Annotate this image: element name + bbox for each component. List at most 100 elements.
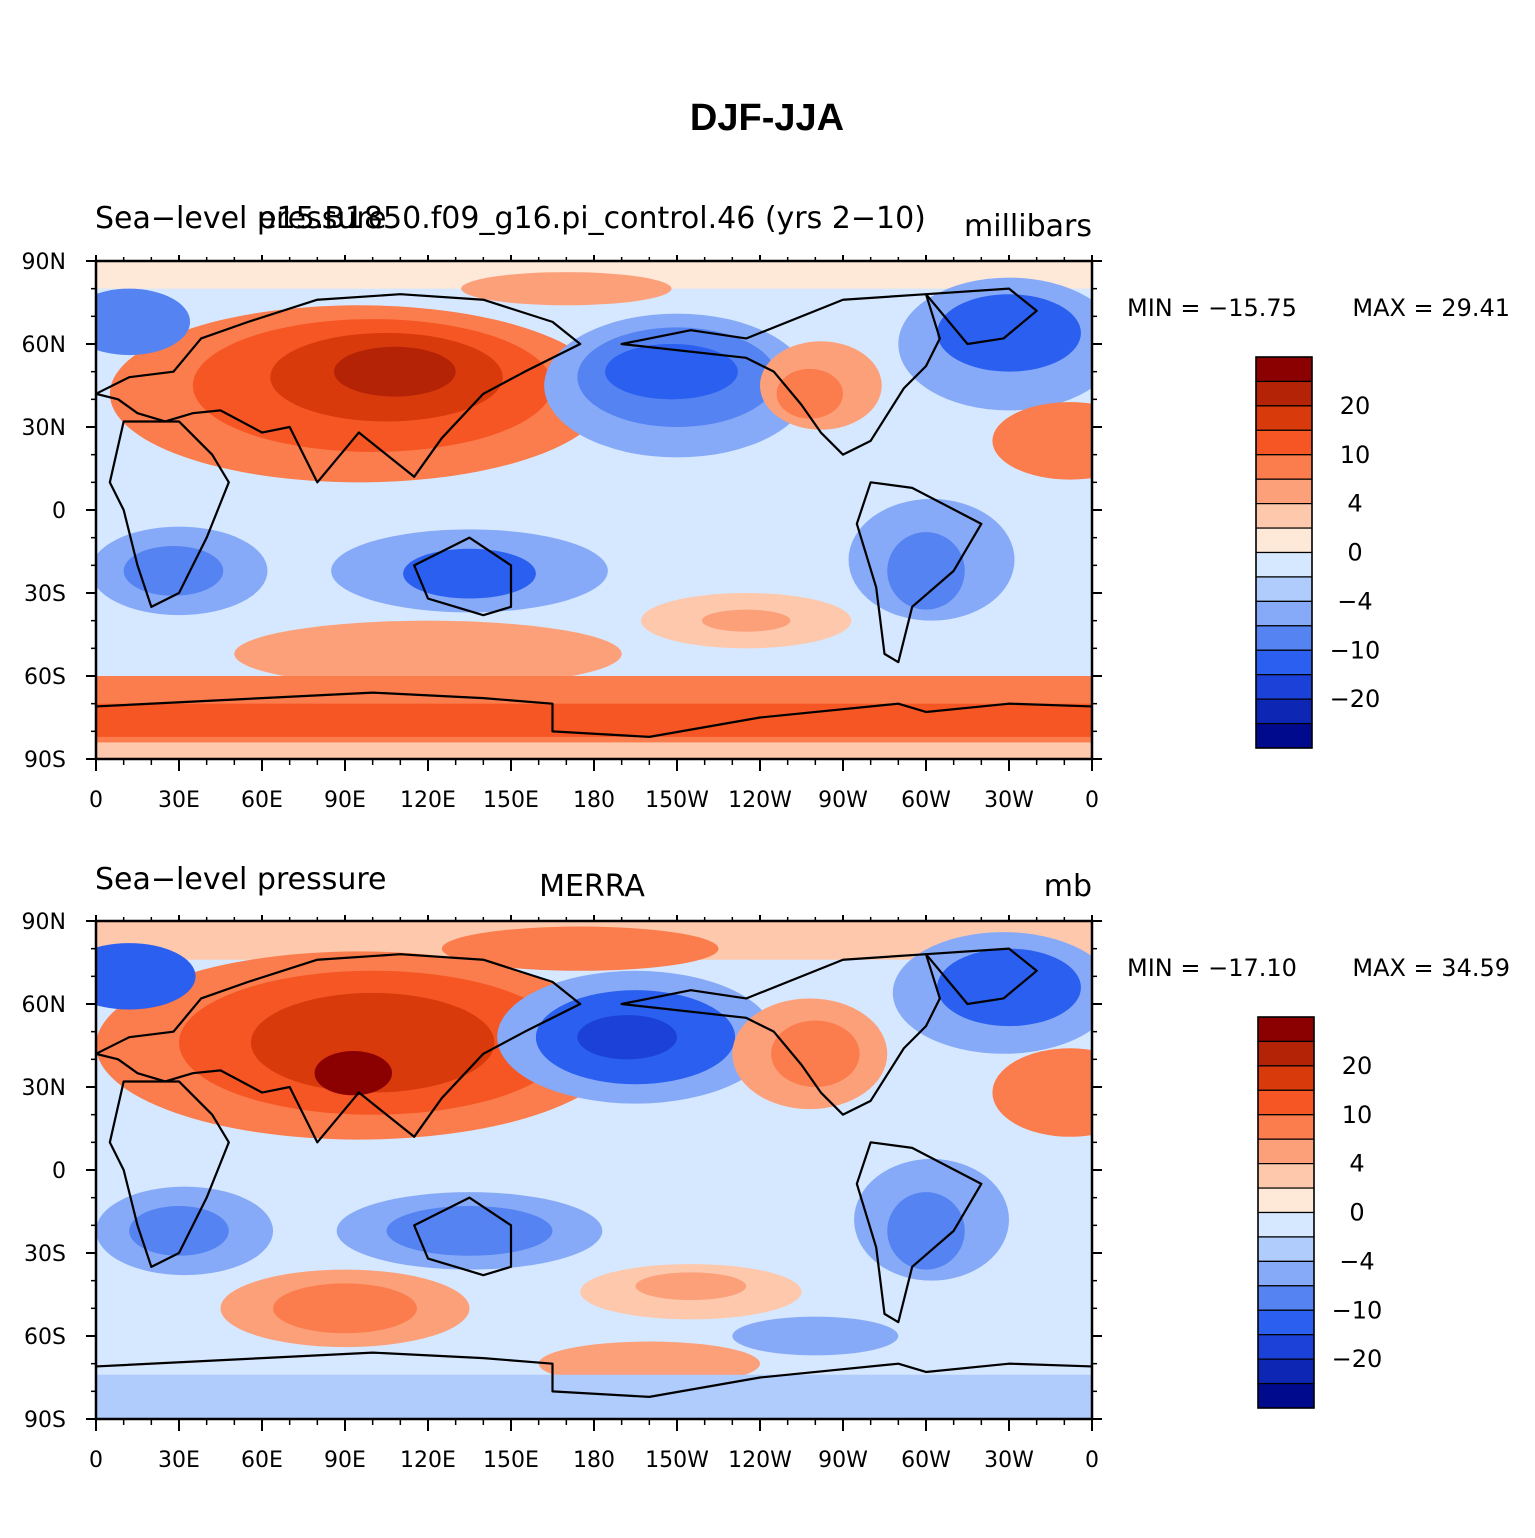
- lat-label: 30S: [24, 1242, 66, 1267]
- colorbar-swatch: [1257, 1334, 1315, 1360]
- south-africa-low-core: [129, 1205, 229, 1256]
- aleutian-low-core: [605, 344, 738, 400]
- australia-low-core: [403, 548, 536, 599]
- lat-label: 30S: [24, 582, 66, 607]
- lat-label: 30N: [22, 416, 66, 441]
- colorbar-swatch: [1255, 503, 1313, 529]
- coastlines: [96, 287, 1092, 738]
- panel-model-center-title: e15.B1850.f09_g16.pi_control.46 (yrs 2−1…: [258, 201, 926, 236]
- lon-label: 30W: [984, 1448, 1034, 1473]
- na-high-core: [776, 368, 843, 419]
- south-pacific-low: [732, 1316, 899, 1356]
- panel-model-map: [96, 261, 1092, 759]
- lat-label: 60N: [22, 333, 66, 358]
- colorbar-swatch: [1255, 527, 1313, 554]
- south-indian-high: [234, 620, 622, 688]
- colorbar-swatch: [1257, 1309, 1315, 1336]
- lon-label: 0: [89, 788, 103, 813]
- figure-title: DJF-JJA: [690, 97, 844, 139]
- colorbar-label: −4: [1339, 1247, 1374, 1275]
- panel-obs-map: [96, 921, 1092, 1419]
- colorbar-label: −20: [1332, 1345, 1383, 1373]
- icelandic-low-core: [937, 948, 1081, 1027]
- lat-label: 0: [52, 499, 66, 524]
- panel-model-max-label: MAX = 29.41: [1352, 294, 1510, 322]
- coast-africa: [108, 420, 230, 608]
- colorbar-swatch: [1257, 1065, 1315, 1091]
- colorbar-swatch: [1257, 1260, 1315, 1287]
- lon-label: 0: [89, 1448, 103, 1473]
- colorbar-swatch: [1255, 551, 1313, 578]
- lat-label: 90S: [24, 1408, 66, 1433]
- panel-obs-ticks: 90N 60N 30N 0 30S 60S 90S 0 30E 60E 90E 120E 150E 180…: [22, 910, 1102, 1473]
- colorbar-label: 4: [1349, 1150, 1364, 1178]
- lon-label: 180: [573, 788, 615, 813]
- colorbar-swatch: [1255, 722, 1313, 749]
- antarctic-band: [96, 1374, 1092, 1419]
- coast-eurasia: [96, 293, 582, 484]
- colorbar-swatch: [1255, 380, 1313, 407]
- coast-australia: [413, 536, 513, 617]
- lon-label: 120W: [728, 788, 792, 813]
- south-pacific-high-core: [701, 609, 791, 632]
- colorbar-swatch: [1255, 674, 1313, 700]
- colorbar-swatch: [1257, 1163, 1315, 1189]
- south-america-low-core: [887, 532, 965, 610]
- colorbar-swatch: [1255, 649, 1313, 676]
- colorbar-swatch: [1255, 454, 1313, 480]
- na-high-core: [771, 1020, 860, 1087]
- lon-label: 60E: [241, 788, 283, 813]
- coast-australia: [413, 1196, 513, 1277]
- panel-model-units: millibars: [964, 209, 1092, 244]
- aleutian-low-core: [577, 1015, 677, 1060]
- antarctic-band-inner: [96, 703, 1092, 737]
- colorbar-label: 20: [1340, 392, 1371, 420]
- panel-model-colorbar: 20 10 4 0 −4 −10 −20: [1255, 356, 1381, 749]
- colorbar-swatch: [1257, 1285, 1315, 1311]
- colorbar-swatch: [1257, 1382, 1315, 1409]
- coast-eurasia: [96, 953, 582, 1144]
- lat-label: 60S: [24, 1325, 66, 1350]
- colorbar-swatch: [1257, 1187, 1315, 1214]
- lat-label: 90N: [22, 250, 66, 275]
- coast-south-america: [855, 481, 983, 664]
- lon-label: 30E: [158, 788, 200, 813]
- south-america-low-core: [887, 1192, 965, 1270]
- lon-label: 30W: [984, 788, 1034, 813]
- colorbar-label: −10: [1330, 636, 1381, 664]
- lon-label: 120E: [400, 788, 456, 813]
- colorbar-swatch: [1255, 600, 1313, 627]
- lat-label: 60S: [24, 665, 66, 690]
- atlantic-west-low: [96, 943, 196, 1010]
- colorbar-label: 10: [1340, 441, 1371, 469]
- coast-greenland: [924, 947, 1038, 1006]
- coast-south-america: [855, 1141, 983, 1324]
- colorbar-swatch: [1257, 1114, 1315, 1140]
- azores-high: [992, 1048, 1092, 1137]
- lon-label: 0: [1085, 1448, 1099, 1473]
- lon-label: 120E: [400, 1448, 456, 1473]
- panel-obs-center-title: MERRA: [539, 869, 645, 904]
- panel-model-min-label: MIN = −15.75: [1127, 294, 1297, 322]
- colorbar-frame: [1257, 1016, 1315, 1409]
- coast-antarctica: [96, 691, 1092, 738]
- panel-obs-left-title: Sea−level pressure: [95, 862, 386, 897]
- colorbar-swatch: [1257, 1138, 1315, 1165]
- lon-label: 180: [573, 1448, 615, 1473]
- australia-low-core: [386, 1205, 553, 1256]
- colorbar-label: 20: [1342, 1052, 1373, 1080]
- arctic-high: [461, 272, 672, 306]
- colorbar-swatch: [1255, 478, 1313, 505]
- azores-high: [992, 402, 1092, 480]
- colorbar-swatch: [1257, 1211, 1315, 1238]
- coast-antarctica: [96, 1351, 1092, 1398]
- lat-label: 30N: [22, 1076, 66, 1101]
- south-indian-high-core: [273, 1283, 417, 1334]
- colorbar-swatch: [1257, 1089, 1315, 1116]
- colorbar-swatch: [1257, 1040, 1315, 1067]
- lon-label: 150E: [483, 1448, 539, 1473]
- lat-label: 90S: [24, 748, 66, 773]
- panel-obs-units: mb: [1044, 869, 1092, 904]
- coastlines: [96, 947, 1092, 1398]
